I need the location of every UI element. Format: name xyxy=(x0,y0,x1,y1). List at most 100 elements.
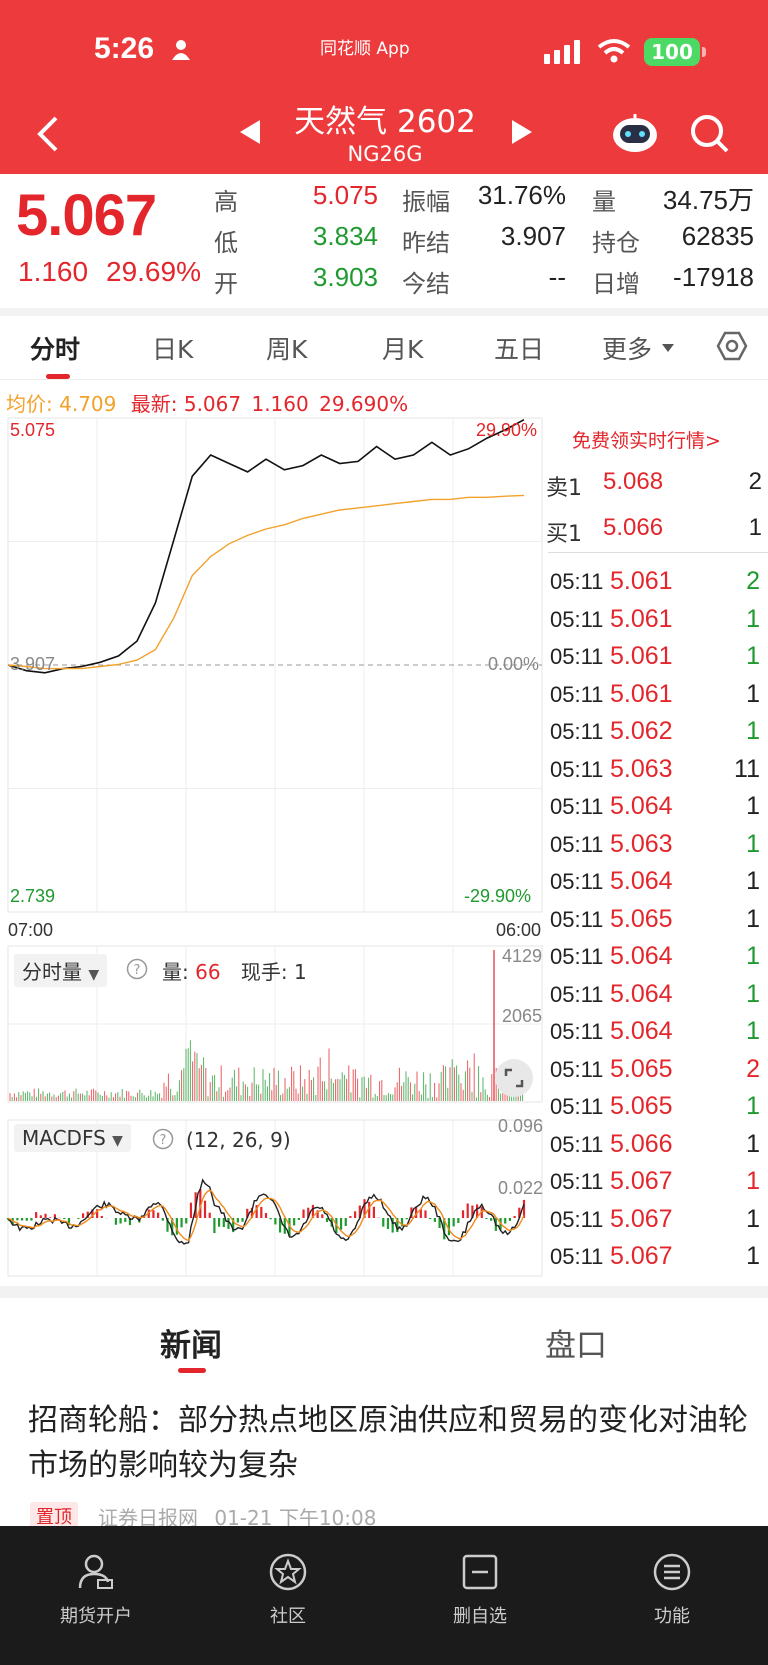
nav-futures-account[interactable]: 期货开户 xyxy=(26,1526,166,1636)
trade-row: 05:11 5.064 1 xyxy=(548,978,764,1015)
news-headline[interactable]: 招商轮船：部分热点地区原油供应和贸易的变化对油轮市场的影响较为复杂 xyxy=(28,1403,748,1483)
settle-value: -- xyxy=(548,262,566,292)
tab-weekly-k[interactable]: 周K xyxy=(266,335,308,364)
community-star-icon xyxy=(269,1553,307,1591)
volume-indicator-label: 分时量 xyxy=(22,960,82,984)
volume-indicator-select[interactable]: 分时量 ▼ xyxy=(14,954,108,987)
pinned-badge: 置顶 xyxy=(30,1502,78,1530)
nav-community[interactable]: 社区 xyxy=(218,1526,358,1636)
robot-assistant-icon[interactable] xyxy=(610,112,660,154)
trade-time: 05:11 xyxy=(550,1019,604,1044)
expand-icon[interactable] xyxy=(494,1058,534,1098)
trade-price: 5.061 xyxy=(610,567,673,595)
news-tabs: 新闻 盘口 xyxy=(0,1300,768,1374)
tab-five-day[interactable]: 五日 xyxy=(494,335,545,364)
tab-monthly-k[interactable]: 月K xyxy=(382,335,424,364)
trade-volume: 1 xyxy=(746,1129,760,1158)
search-icon[interactable] xyxy=(690,114,730,154)
macd-tick-mid: 0.022 xyxy=(498,1178,544,1198)
tab-daily-k[interactable]: 日K xyxy=(152,335,194,364)
trade-time: 05:11 xyxy=(550,644,604,669)
next-contract-icon[interactable] xyxy=(510,120,532,144)
help-icon[interactable]: ? xyxy=(152,1128,174,1150)
trade-row: 05:11 5.065 1 xyxy=(548,903,764,940)
trade-time: 05:11 xyxy=(550,1131,604,1157)
news-tab-underline xyxy=(178,1368,206,1373)
tab-news[interactable]: 新闻 xyxy=(160,1328,222,1364)
tab-pankou[interactable]: 盘口 xyxy=(545,1328,607,1364)
trade-row: 05:11 5.064 1 xyxy=(548,1015,764,1052)
y-axis-mid-label: 3.907 xyxy=(10,654,56,674)
nav-label: 删自选 xyxy=(453,1606,507,1627)
app-name: 同花顺 App xyxy=(320,39,410,59)
trade-price: 5.064 xyxy=(610,942,673,970)
trade-row: 05:11 5.064 1 xyxy=(548,790,764,827)
trade-price: 5.061 xyxy=(610,604,673,633)
avg-label: 均价: xyxy=(6,392,53,416)
intraday-chart[interactable] xyxy=(0,412,548,1282)
trade-row: 05:11 5.063 1 xyxy=(548,828,764,865)
menu-icon xyxy=(653,1553,691,1591)
contract-name: 天然气 2602 xyxy=(294,104,476,140)
open-label: 开 xyxy=(214,270,238,298)
trade-row: 05:11 5.065 1 xyxy=(548,1090,764,1127)
svg-text:?: ? xyxy=(134,963,141,978)
macd-indicator-select[interactable]: MACDFS ▼ xyxy=(14,1124,131,1152)
trade-time: 05:11 xyxy=(550,1169,604,1194)
trade-row: 05:11 5.065 2 xyxy=(548,1053,764,1090)
chart-tabs: 分时 日K 周K 月K 五日 更多 xyxy=(0,316,768,380)
trade-row: 05:11 5.067 1 xyxy=(548,1203,764,1240)
trade-price: 5.065 xyxy=(610,1054,673,1083)
time-end-label: 06:00 xyxy=(496,920,542,940)
free-realtime-quote-link[interactable]: 免费领实时行情> xyxy=(572,430,721,452)
volume-stat: 量: 66 现手: 1 xyxy=(162,956,307,985)
trade-volume: 1 xyxy=(746,679,760,708)
oi-change-label: 日增 xyxy=(592,270,640,298)
prev-settle-label: 昨结 xyxy=(402,229,450,257)
settle-label: 今结 xyxy=(402,270,450,298)
trade-price: 5.065 xyxy=(610,904,673,933)
divider xyxy=(0,1286,768,1298)
trade-time: 05:11 xyxy=(550,831,604,857)
tab-intraday[interactable]: 分时 xyxy=(30,335,81,364)
tab-underline xyxy=(46,374,70,379)
nav-label: 期货开户 xyxy=(60,1606,132,1627)
trade-time: 05:11 xyxy=(550,756,604,782)
pct-axis-bottom-label: -29.90% xyxy=(464,886,532,906)
back-icon[interactable] xyxy=(36,114,60,154)
bid-label: 买1 xyxy=(546,522,582,547)
previous-contract-icon[interactable] xyxy=(240,120,262,144)
trade-volume: 2 xyxy=(746,567,760,595)
amplitude-label: 振幅 xyxy=(402,188,450,216)
trade-volume: 1 xyxy=(746,1167,760,1195)
trade-volume: 11 xyxy=(734,754,760,783)
trade-price: 5.064 xyxy=(610,979,673,1008)
nav-remove-watchlist[interactable]: 删自选 xyxy=(410,1526,550,1636)
trade-time: 05:11 xyxy=(550,719,604,744)
price-change: 1.160 xyxy=(18,256,89,287)
caret-down-icon: ▼ xyxy=(112,1133,123,1149)
price-change-percent: 29.69% xyxy=(106,256,201,287)
account-open-icon xyxy=(78,1554,113,1589)
trade-volume: 1 xyxy=(746,942,760,970)
help-icon[interactable]: ? xyxy=(126,958,148,980)
settings-hexagon-icon[interactable] xyxy=(716,330,748,362)
trade-time: 05:11 xyxy=(550,681,604,707)
trade-time: 05:11 xyxy=(550,906,604,932)
trade-row: 05:11 5.061 2 xyxy=(548,565,764,602)
order-book-divider xyxy=(548,552,768,553)
trade-time: 05:11 xyxy=(550,869,604,894)
wifi-icon xyxy=(597,39,631,63)
latest-value: 5.067 xyxy=(183,392,242,416)
trade-time: 05:11 xyxy=(550,1244,604,1269)
status-time: 5:26 xyxy=(94,32,155,65)
trade-price: 5.065 xyxy=(610,1092,673,1120)
tab-more[interactable]: 更多 xyxy=(602,335,653,364)
open-interest-value: 62835 xyxy=(681,221,754,251)
trade-row: 05:11 5.061 1 xyxy=(548,640,764,677)
trade-price: 5.062 xyxy=(610,717,673,745)
latest-label: 最新: xyxy=(130,392,178,416)
macd-indicator-label: MACDFS xyxy=(22,1126,106,1150)
macd-dea-line xyxy=(7,1189,525,1242)
nav-functions[interactable]: 功能 xyxy=(602,1526,742,1636)
